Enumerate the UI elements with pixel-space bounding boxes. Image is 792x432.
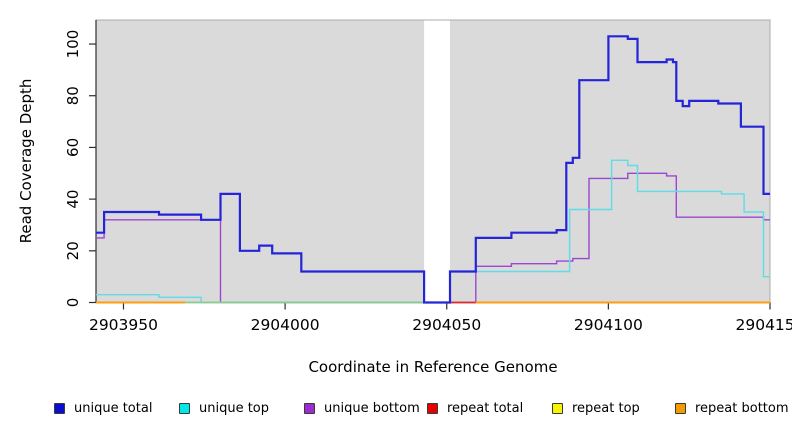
coverage-chart: 0 20 40 60 80 100 2903950 2904000 2904050 2904100… [17,19,792,376]
no-data-gap-band [424,20,450,303]
legend-swatch-repeat-total [427,402,438,414]
legend-item-unique-bottom: unique bottom [304,399,420,417]
series-unique-bottom-line [96,172,770,304]
y-tick-label: 100 [64,30,82,59]
x-tick-label: 2903950 [89,316,158,334]
legend-item-unique-top: unique top [179,399,269,417]
y-tick-label: 20 [64,241,82,260]
y-tick-label: 60 [64,138,82,157]
series-unique-top-line [96,159,770,304]
x-tick-label: 2904050 [412,316,481,334]
legend-item-unique-total: unique total [54,399,152,417]
legend-item-repeat-bottom: repeat bottom [675,399,789,417]
y-axis-title: Read Coverage Depth [17,79,35,244]
y-tick-label: 40 [64,190,82,209]
legend-swatch-repeat-top [552,402,563,414]
legend-swatch-unique-top [179,402,190,414]
series-unique-total-line [96,35,770,304]
legend: unique total unique top unique bottom repea… [0,399,792,419]
legend-swatch-repeat-bottom [675,402,686,414]
legend-swatch-unique-bottom [304,402,315,414]
legend-item-repeat-total: repeat total [427,399,523,417]
legend-label: repeat total [447,400,524,416]
legend-label: unique total [74,400,153,416]
x-tick-label: 2904100 [574,316,643,334]
y-tick-label: 80 [64,86,82,105]
legend-item-repeat-top: repeat top [552,399,640,417]
legend-swatch-unique-total [54,402,65,414]
legend-label: unique bottom [324,400,420,416]
plot-area: 0 20 40 60 80 100 2903950 2904000 2904050 2904100… [64,19,792,334]
x-tick-label: 2904150 [735,316,792,334]
legend-label: unique top [199,400,270,416]
legend-label: repeat top [572,400,640,416]
y-tick-label: 0 [64,298,82,308]
x-tick-label: 2904000 [251,316,320,334]
x-axis-title: Coordinate in Reference Genome [308,358,557,376]
legend-label: repeat bottom [695,400,789,416]
